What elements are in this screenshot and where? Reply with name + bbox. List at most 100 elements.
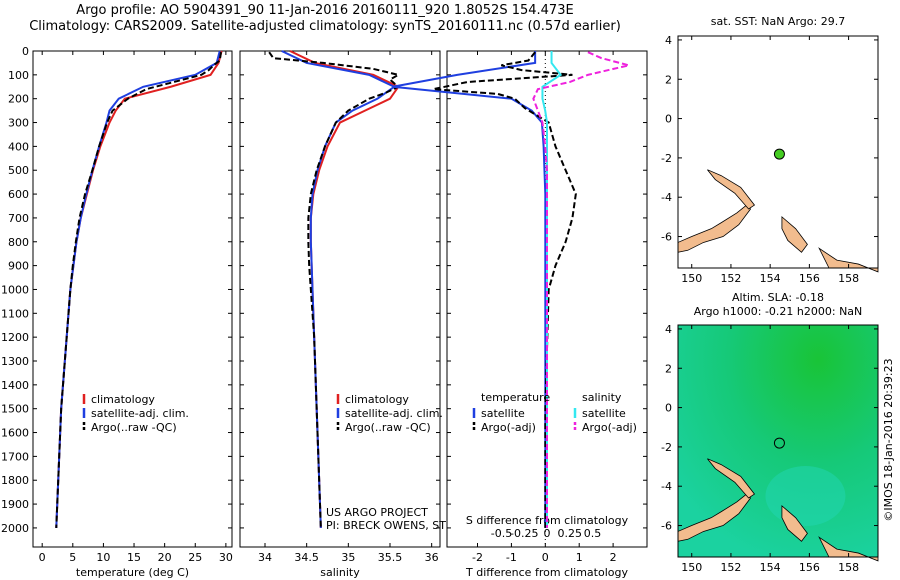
y-tick-label: 1900 [1, 498, 29, 511]
legend-satellite-sal-label: satellite-adj. clim. [345, 407, 443, 420]
sla-map-title: Altim. SLA: -0.18 [732, 291, 824, 304]
legend-sat-s-label: satellite [582, 407, 626, 420]
x-tick-label: 25 [188, 551, 202, 564]
sla-map-title-2: Argo h1000: -0.21 h2000: NaN [694, 305, 863, 318]
sst-map-y-tick-label: -2 [661, 152, 672, 165]
y-tick-label: 600 [8, 188, 29, 201]
profile-panel-frame-2 [239, 50, 441, 548]
y-tick-label: 400 [8, 140, 29, 153]
x-tick-label: 30 [219, 551, 233, 564]
x-axis-label: temperature (deg C) [76, 566, 189, 579]
sst-map-x-tick-label: 156 [799, 272, 820, 285]
y-tick-label: 300 [8, 117, 29, 130]
x-tick-label: 2 [610, 551, 617, 564]
sla-patch [765, 466, 846, 527]
legend-header-temperature: temperature [481, 391, 550, 404]
x-tick-label: 15 [127, 551, 141, 564]
sst-map-y-tick-label: 2 [665, 73, 672, 86]
x2-tick-label: 0 [544, 527, 551, 540]
sla-map-x-tick-label: 150 [681, 561, 702, 574]
x-tick-label: 0 [39, 551, 46, 564]
sla-map-y-tick-label: -2 [661, 441, 672, 454]
sst-map-y-tick-label: -4 [661, 191, 672, 204]
y-tick-label: 1400 [1, 379, 29, 392]
x-tick-label: -2 [472, 551, 483, 564]
legend-argo-t-label: Argo(-adj) [481, 421, 536, 434]
series-argo-tdiff [433, 51, 577, 528]
sst-map-x-tick-label: 150 [681, 272, 702, 285]
sla-map-y-tick-label: -6 [661, 520, 672, 533]
sla-map-x-tick-label: 158 [838, 561, 859, 574]
series-argo-sdiff [532, 51, 630, 528]
sla-map-island-1 [707, 458, 756, 499]
x-axis-label: T difference from climatology [465, 566, 628, 579]
legend-header-salinity: salinity [582, 391, 622, 404]
profile-panel-frame-1 [32, 50, 233, 548]
sst-map-y-tick-label: 0 [665, 113, 672, 126]
x2-tick-label: -0.5 [491, 527, 512, 540]
x-tick-label: 20 [158, 551, 172, 564]
x-tick-label: 36 [425, 551, 439, 564]
y-tick-label: 800 [8, 236, 29, 249]
y-tick-label: 1600 [1, 427, 29, 440]
sst-map-y-tick-label: -6 [661, 231, 672, 244]
y-tick-label: 700 [8, 212, 29, 225]
x2-tick-label: 0.25 [557, 527, 582, 540]
series-satellite-sal [281, 50, 397, 528]
x2-tick-label: 0.5 [584, 527, 602, 540]
sla-map-y-tick-label: 4 [665, 323, 672, 336]
argo-position-marker [773, 148, 785, 160]
y-tick-label: 1800 [1, 474, 29, 487]
sst-map-x-tick-label: 152 [720, 272, 741, 285]
sla-map-island-2 [781, 505, 808, 542]
x-tick-label: 35.5 [378, 551, 403, 564]
header-line-1: Argo profile: AO 5904391_90 11-Jan-2016 … [76, 3, 574, 18]
sla-map-x-tick-label: 154 [760, 561, 781, 574]
legend-satellite-label: satellite-adj. clim. [91, 407, 189, 420]
x-tick-label: 10 [96, 551, 110, 564]
y-tick-label: 1100 [1, 307, 29, 320]
y-tick-label: 2000 [1, 522, 29, 535]
sla-map-x-tick-label: 152 [720, 561, 741, 574]
legend-argo-sal-label: Argo(..raw -QC) [345, 421, 431, 434]
y-tick-label: 0 [22, 45, 29, 58]
argo-position-marker [773, 437, 785, 449]
header-line-2: Climatology: CARS2009. Satellite-adjuste… [29, 19, 621, 34]
series-argo-sal [268, 51, 402, 528]
y-tick-label: 1000 [1, 283, 29, 296]
series-argo-temp [55, 52, 222, 528]
y-tick-label: 1200 [1, 331, 29, 344]
legend-climatology-sal-label: climatology [345, 393, 409, 406]
x-tick-label: 5 [69, 551, 76, 564]
imos-credit: ©IMOS 18-Jan-2016 20:39:23 [882, 358, 895, 521]
y-tick-label: 100 [8, 69, 29, 82]
legend-climatology-label: climatology [91, 393, 155, 406]
y-tick-label: 1700 [1, 450, 29, 463]
footer-project: US ARGO PROJECT [326, 506, 428, 519]
sst-map-island-0 [677, 204, 752, 253]
x-axis-label: salinity [320, 566, 360, 579]
sst-map-title: sat. SST: NaN Argo: 29.7 [711, 15, 845, 28]
sla-map-frame [677, 324, 879, 558]
sst-map-frame [677, 35, 879, 269]
series-satellite-sdiff [541, 51, 563, 528]
y-tick-label: 1500 [1, 403, 29, 416]
x-tick-label: 1 [576, 551, 583, 564]
x2-tick-label: -0.25 [510, 527, 538, 540]
sla-map-y-tick-label: 0 [665, 402, 672, 415]
y-tick-label: 200 [8, 93, 29, 106]
y-tick-label: 500 [8, 164, 29, 177]
x-tick-label: 0 [542, 551, 549, 564]
sla-map-y-tick-label: 2 [665, 362, 672, 375]
sst-map-y-tick-label: 4 [665, 34, 672, 47]
x-tick-label: 35 [341, 551, 355, 564]
sst-map-island-1 [707, 169, 756, 210]
legend-argo-s-label: Argo(-adj) [582, 421, 637, 434]
x-tick-label: 34 [258, 551, 272, 564]
y-tick-label: 900 [8, 260, 29, 273]
legend-argo-label: Argo(..raw -QC) [91, 421, 177, 434]
x-tick-label: 34.5 [294, 551, 319, 564]
y-tick-label: 1300 [1, 355, 29, 368]
legend-sat-t-label: satellite [481, 407, 525, 420]
